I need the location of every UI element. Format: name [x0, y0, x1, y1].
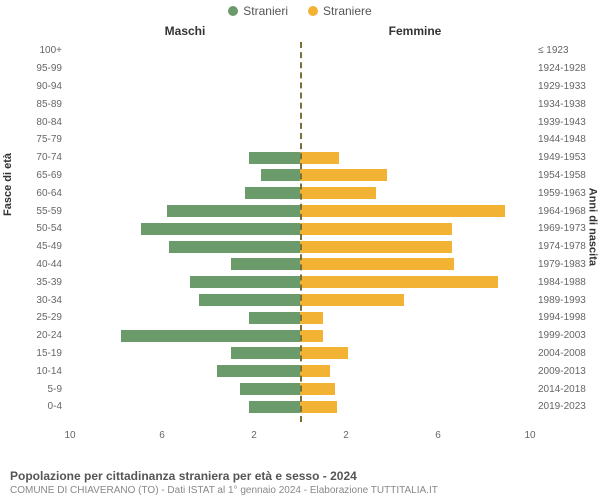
age-label: 65-69 [7, 170, 62, 181]
bar-female [300, 347, 348, 359]
age-label: 5-9 [7, 384, 62, 395]
age-label: 15-19 [7, 348, 62, 359]
bar-male [167, 205, 300, 217]
year-label: 1994-1998 [538, 312, 598, 323]
bar-female [300, 223, 452, 235]
age-label: 70-74 [7, 152, 62, 163]
age-label: 20-24 [7, 330, 62, 341]
bar-female [300, 276, 498, 288]
bar-female [300, 401, 337, 413]
age-label: 50-54 [7, 223, 62, 234]
age-label: 60-64 [7, 188, 62, 199]
bar-female [300, 294, 404, 306]
footer: Popolazione per cittadinanza straniera p… [10, 469, 590, 496]
x-tick: 10 [524, 430, 535, 441]
age-label: 100+ [7, 45, 62, 56]
bar-male [249, 401, 300, 413]
bar-male [245, 187, 300, 199]
bar-female [300, 365, 330, 377]
bar-female [300, 330, 323, 342]
bar-male [231, 258, 300, 270]
chart-area: 100+≤ 192395-991924-192890-941929-193385… [70, 42, 530, 422]
year-label: 1999-2003 [538, 330, 598, 341]
year-label: 1974-1978 [538, 241, 598, 252]
column-titles: Maschi Femmine [0, 24, 600, 38]
bar-male [249, 312, 300, 324]
year-label: 1979-1983 [538, 259, 598, 270]
year-label: 2019-2023 [538, 401, 598, 412]
year-label: 1929-1933 [538, 81, 598, 92]
x-axis: 1062 2610 [70, 430, 530, 448]
chart-subtitle: COMUNE DI CHIAVERANO (TO) - Dati ISTAT a… [10, 485, 590, 496]
year-label: 1934-1938 [538, 99, 598, 110]
age-label: 10-14 [7, 366, 62, 377]
legend-swatch-female [308, 6, 318, 16]
chart-title: Popolazione per cittadinanza straniera p… [10, 469, 590, 483]
year-label: 2004-2008 [538, 348, 598, 359]
age-label: 40-44 [7, 259, 62, 270]
bar-male [121, 330, 300, 342]
age-label: 90-94 [7, 81, 62, 92]
age-label: 45-49 [7, 241, 62, 252]
bar-male [217, 365, 300, 377]
bar-male [231, 347, 300, 359]
age-label: 0-4 [7, 401, 62, 412]
legend: Stranieri Straniere [0, 0, 600, 18]
year-label: 1954-1958 [538, 170, 598, 181]
year-label: 2014-2018 [538, 384, 598, 395]
year-label: 1949-1953 [538, 152, 598, 163]
year-label: 1959-1963 [538, 188, 598, 199]
x-tick: 2 [343, 430, 349, 441]
legend-swatch-male [228, 6, 238, 16]
year-label: 1984-1988 [538, 277, 598, 288]
bar-female [300, 383, 335, 395]
bar-female [300, 258, 454, 270]
age-label: 80-84 [7, 117, 62, 128]
bar-male [141, 223, 300, 235]
year-label: 1989-1993 [538, 295, 598, 306]
legend-item-female: Straniere [308, 4, 372, 18]
legend-item-male: Stranieri [228, 4, 288, 18]
center-line [300, 42, 302, 422]
age-label: 75-79 [7, 134, 62, 145]
year-label: 2009-2013 [538, 366, 598, 377]
year-label: 1924-1928 [538, 63, 598, 74]
age-label: 25-29 [7, 312, 62, 323]
year-label: 1964-1968 [538, 206, 598, 217]
year-label: ≤ 1923 [538, 45, 598, 56]
age-label: 85-89 [7, 99, 62, 110]
bar-male [199, 294, 300, 306]
title-male: Maschi [70, 24, 300, 38]
x-tick: 6 [159, 430, 165, 441]
x-tick: 10 [64, 430, 75, 441]
x-tick: 6 [435, 430, 441, 441]
bar-female [300, 205, 505, 217]
legend-label-male: Stranieri [243, 4, 288, 18]
bar-male [261, 169, 300, 181]
age-label: 95-99 [7, 63, 62, 74]
age-label: 55-59 [7, 206, 62, 217]
bar-female [300, 169, 387, 181]
bar-female [300, 187, 376, 199]
pyramid-chart: Stranieri Straniere Maschi Femmine Fasce… [0, 0, 600, 500]
age-label: 35-39 [7, 277, 62, 288]
bar-male [169, 241, 300, 253]
year-label: 1944-1948 [538, 134, 598, 145]
bar-female [300, 152, 339, 164]
title-female: Femmine [300, 24, 530, 38]
bar-female [300, 241, 452, 253]
x-tick: 2 [251, 430, 257, 441]
bar-male [190, 276, 300, 288]
year-label: 1969-1973 [538, 223, 598, 234]
year-label: 1939-1943 [538, 117, 598, 128]
legend-label-female: Straniere [323, 4, 372, 18]
bar-male [249, 152, 300, 164]
bar-female [300, 312, 323, 324]
bar-male [240, 383, 300, 395]
age-label: 30-34 [7, 295, 62, 306]
